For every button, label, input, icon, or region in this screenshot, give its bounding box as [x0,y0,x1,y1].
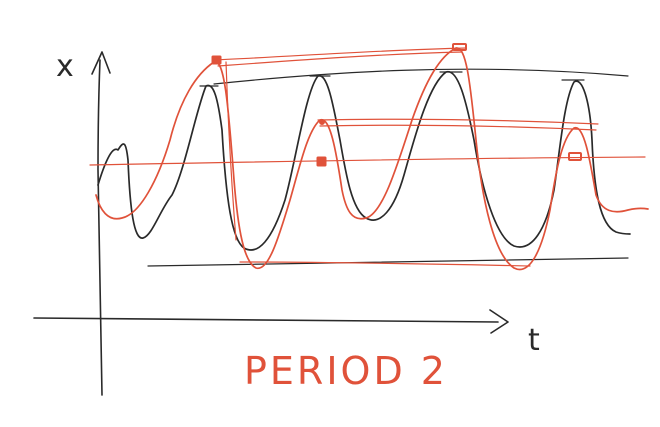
x-axis-arrowhead [489,309,509,334]
red-upper-envelope-b [217,51,463,67]
red-marker-peak-1 [211,55,222,65]
red-marker-mid-3 [319,119,325,125]
red-mid-envelope-b [319,124,597,131]
x-axis-label: t [528,323,540,358]
red-markers [211,43,582,167]
black-oscillation-curve [97,71,631,251]
red-marker-peak-2 [452,43,467,51]
red-left-drop-line [225,61,237,241]
period-caption: PERIOD 2 [244,349,448,393]
red-reference-lines [89,47,646,267]
red-upper-envelope-a [213,47,467,61]
red-marker-mid-2 [568,152,582,161]
y-axis-arrowhead [91,51,111,75]
axes [33,51,509,396]
y-axis [97,59,103,396]
red-center-line [89,156,646,166]
x-axis [33,317,499,323]
red-oscillation-curve [95,47,649,271]
black-reference-lines [147,68,629,267]
black-min-line [147,257,629,267]
black-max-envelope [213,68,629,85]
red-lower-envelope [239,261,531,267]
red-mid-envelope-a [317,118,599,125]
y-axis-label: x [56,49,74,84]
red-marker-mid-1 [316,156,327,167]
